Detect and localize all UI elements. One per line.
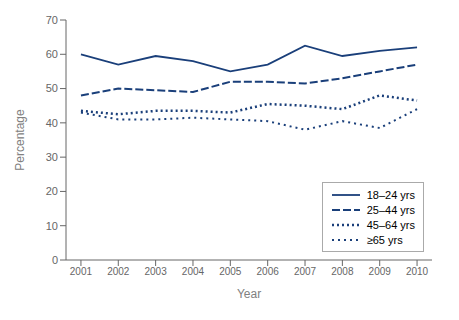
svg-text:2008: 2008 [331,266,354,277]
svg-text:10: 10 [46,220,58,232]
svg-text:40: 40 [46,117,58,129]
svg-text:2003: 2003 [145,266,168,277]
svg-text:0: 0 [52,254,58,266]
svg-text:2001: 2001 [70,266,93,277]
svg-text:2004: 2004 [182,266,205,277]
svg-text:2005: 2005 [219,266,242,277]
svg-text:Year: Year [237,287,261,301]
html-text:25–44 yrs: 25–44 yrs [366,203,415,216]
svg-text:70: 70 [46,14,58,26]
svg-text:2007: 2007 [294,266,317,277]
svg-text:2006: 2006 [257,266,280,277]
svg-text:2009: 2009 [369,266,392,277]
html-text:≥65 yrs: ≥65 yrs [366,233,403,246]
svg-text:50: 50 [46,82,58,94]
svg-text:30: 30 [46,151,58,163]
svg-text:2002: 2002 [107,266,130,277]
svg-text:60: 60 [46,48,58,60]
svg-text:Percentage: Percentage [13,109,27,171]
svg-text:2010: 2010 [406,266,429,277]
html-text:45–64 yrs: 45–64 yrs [366,218,415,231]
svg-text:20: 20 [46,185,58,197]
html-text:18–24 yrs: 18–24 yrs [366,188,415,201]
